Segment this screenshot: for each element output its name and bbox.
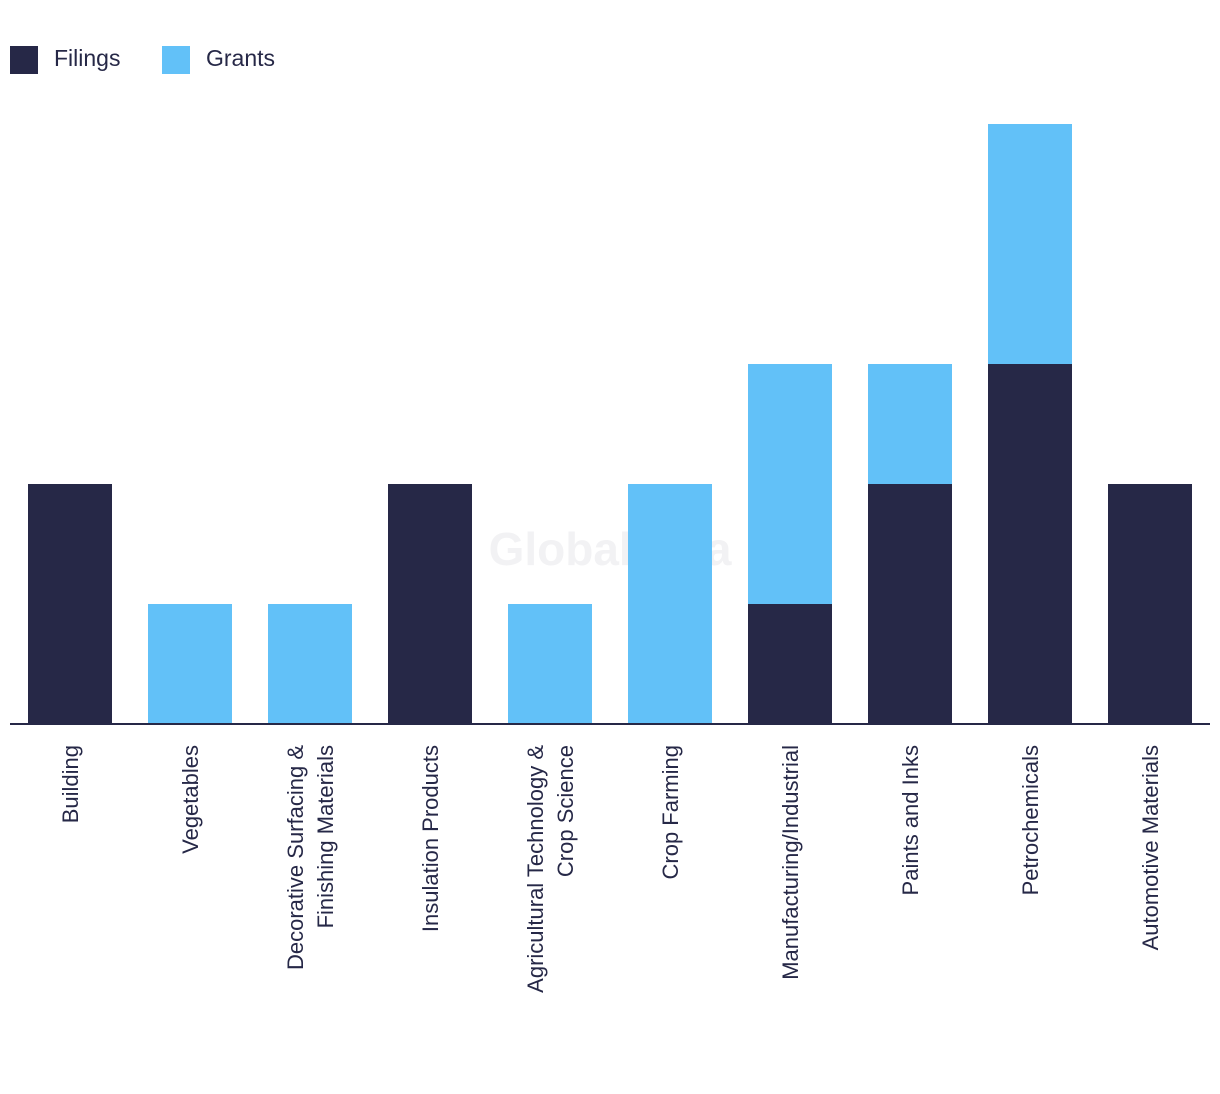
x-tick-label-paints-and-inks: Paints and Inks <box>898 745 923 895</box>
legend: Filings Grants <box>10 45 275 74</box>
x-tick-label-decorative-surfacing-and-finishing-materials-line-1: Decorative Surfacing & <box>283 745 308 970</box>
x-tick-label-petrochemicals: Petrochemicals <box>1018 745 1043 895</box>
legend-swatch-grants <box>162 46 190 74</box>
x-tick-label-building: Building <box>58 745 83 823</box>
bar-grants-petrochemicals <box>988 124 1072 364</box>
x-tick-label-decorative-surfacing-and-finishing-materials-line-2: Finishing Materials <box>313 745 338 928</box>
bar-grants-vegetables <box>148 604 232 724</box>
legend-swatch-filings <box>10 46 38 74</box>
bar-grants-decorative-surfacing-and-finishing-materials <box>268 604 352 724</box>
bar-filings-paints-and-inks <box>868 484 952 724</box>
bar-grants-agricultural-technology-and-crop-science <box>508 604 592 724</box>
x-tick-label-insulation-products: Insulation Products <box>418 745 443 932</box>
x-tick-label-agricultural-technology-and-crop-science-line-1: Agricultural Technology & <box>523 745 548 993</box>
legend-label-filings: Filings <box>54 45 120 71</box>
bar-filings-manufacturing-industrial <box>748 604 832 724</box>
bar-filings-automotive-materials <box>1108 484 1192 724</box>
bars-group <box>28 124 1192 724</box>
x-tick-label-automotive-materials: Automotive Materials <box>1138 745 1163 950</box>
bar-filings-building <box>28 484 112 724</box>
x-tick-labels: Building Vegetables Decorative Surfacing &… <box>58 745 1163 993</box>
x-tick-label-vegetables: Vegetables <box>178 745 203 854</box>
x-tick-label-crop-farming: Crop Farming <box>658 745 683 879</box>
x-tick-label-manufacturing-industrial: Manufacturing/Industrial <box>778 745 803 980</box>
x-tick-label-agricultural-technology-and-crop-science-line-2: Crop Science <box>553 745 578 877</box>
bar-filings-petrochemicals <box>988 364 1072 724</box>
bar-grants-paints-and-inks <box>868 364 952 484</box>
bar-grants-manufacturing-industrial <box>748 364 832 604</box>
bar-filings-insulation-products <box>388 484 472 724</box>
bar-grants-crop-farming <box>628 484 712 724</box>
legend-label-grants: Grants <box>206 45 275 71</box>
